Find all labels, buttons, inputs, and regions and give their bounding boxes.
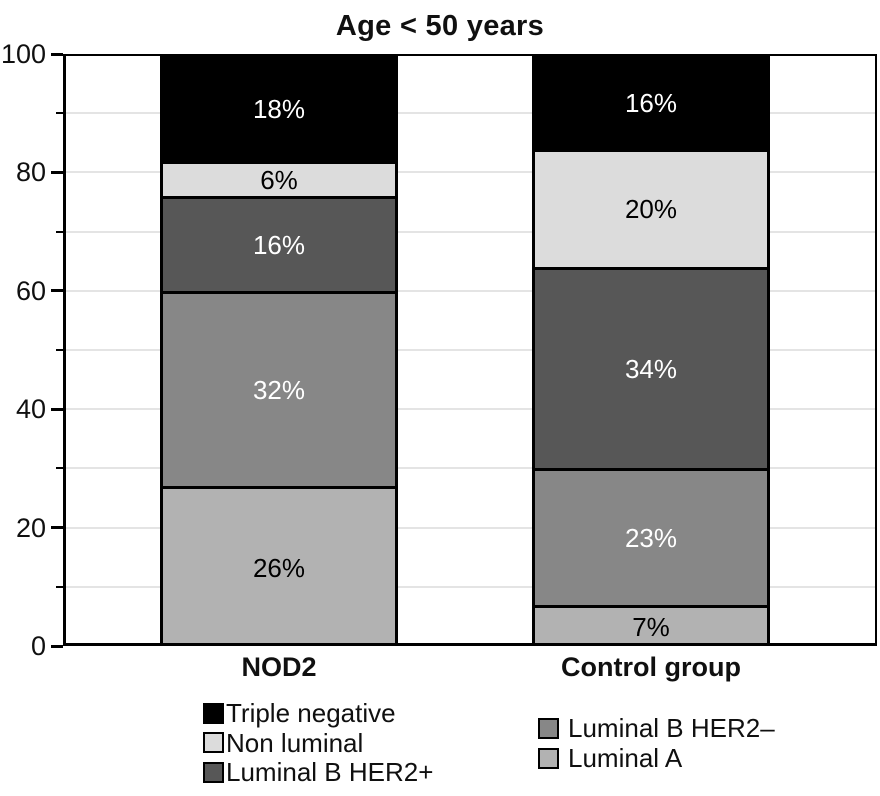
bar-segment-luminal-a: 26% [160, 486, 398, 646]
legend-swatch-luminal-a [538, 747, 559, 769]
y-axis-tick-minor-90 [56, 112, 63, 115]
gridline-50 [63, 349, 877, 351]
gridline-40 [63, 408, 877, 411]
legend-item-luminal-a: Luminal A [538, 743, 683, 773]
y-axis-tick-minor-50 [56, 349, 63, 351]
chart-title: Age < 50 years [335, 10, 545, 42]
gridline-20 [63, 526, 877, 529]
y-axis-tick-minor-30 [56, 467, 63, 470]
segment-value-label: 34% [624, 354, 678, 385]
legend-swatch-luminal-b-her2– [538, 717, 559, 739]
segment-value-label: 7% [632, 611, 670, 642]
y-axis-tick-minor-70 [56, 230, 63, 233]
gridline-10 [63, 585, 877, 588]
legend-item-luminal-b-her2+: Luminal B HER2+ [203, 757, 434, 787]
legend-item-label: Triple negative [226, 698, 396, 728]
y-axis-tick-major-60 [51, 289, 63, 293]
bar-segment-luminal-a: 7% [532, 604, 770, 646]
legend-swatch-triple-negative [203, 702, 224, 724]
bar-segment-luminal-b-her2+: 34% [532, 267, 770, 469]
x-category-label-control-group: Control group [561, 652, 741, 682]
legend-swatch-luminal-b-her2+ [203, 761, 224, 783]
gridline-60 [63, 289, 877, 292]
y-axis-tick-major-20 [51, 526, 63, 530]
plot-area: 26% 32% 16% 6% 18% 7% 23% 34% 20% 16% [63, 54, 877, 646]
segment-value-label: 26% [252, 552, 306, 583]
gridline-30 [63, 467, 877, 470]
y-axis-tick-major-80 [51, 170, 63, 174]
y-axis-tick-minor-10 [56, 585, 63, 588]
gridline-80 [63, 171, 877, 174]
bar-segment-luminal-b-her2–: 32% [160, 290, 398, 487]
legend-item-label: Luminal A [568, 743, 683, 773]
bar-segment-luminal-b-her2–: 23% [532, 468, 770, 605]
segment-value-label: 20% [624, 194, 678, 225]
gridline-70 [63, 230, 877, 233]
segment-value-label: 16% [252, 229, 306, 260]
legend-swatch-non-luminal [203, 732, 224, 753]
legend-item-luminal-b-her2–: Luminal B HER2– [538, 713, 775, 743]
legend-item-non-luminal: Non luminal [203, 727, 364, 758]
bar-segment-triple-negative: 18% [160, 54, 398, 161]
bar-nod2: 26% 32% 16% 6% 18% [160, 54, 398, 646]
legend-item-label: Luminal B HER2– [568, 713, 775, 743]
y-axis-tick-label-0: 0 [30, 631, 46, 661]
segment-value-label: 6% [260, 164, 298, 195]
bar-segment-non-luminal: 20% [532, 148, 770, 268]
bar-segment-non-luminal: 6% [160, 160, 398, 197]
segment-value-label: 16% [624, 87, 678, 118]
x-category-label-nod2: NOD2 [241, 652, 317, 682]
y-axis-tick-label-40: 40 [15, 394, 46, 425]
bar-segment-luminal-b-her2+: 16% [160, 196, 398, 291]
y-axis-tick-major-0 [51, 644, 63, 648]
y-axis-tick-label-60: 60 [15, 275, 46, 306]
legend-item-triple-negative: Triple negative [203, 698, 396, 728]
y-axis-tick-label-100: 100 [0, 39, 46, 69]
gridline-90 [63, 112, 877, 115]
legend-item-label: Luminal B HER2+ [226, 757, 434, 787]
y-axis-tick-major-40 [51, 407, 63, 411]
y-axis-tick-label-80: 80 [15, 157, 46, 188]
legend-item-label: Non luminal [226, 727, 364, 758]
bar-segment-triple-negative: 16% [532, 54, 770, 149]
bar-control-group: 7% 23% 34% 20% 16% [532, 54, 770, 646]
segment-value-label: 32% [252, 374, 306, 405]
segment-value-label: 18% [252, 93, 306, 124]
segment-value-label: 23% [624, 522, 678, 553]
y-axis-tick-major-100 [51, 52, 63, 56]
y-axis-tick-label-20: 20 [15, 512, 46, 543]
